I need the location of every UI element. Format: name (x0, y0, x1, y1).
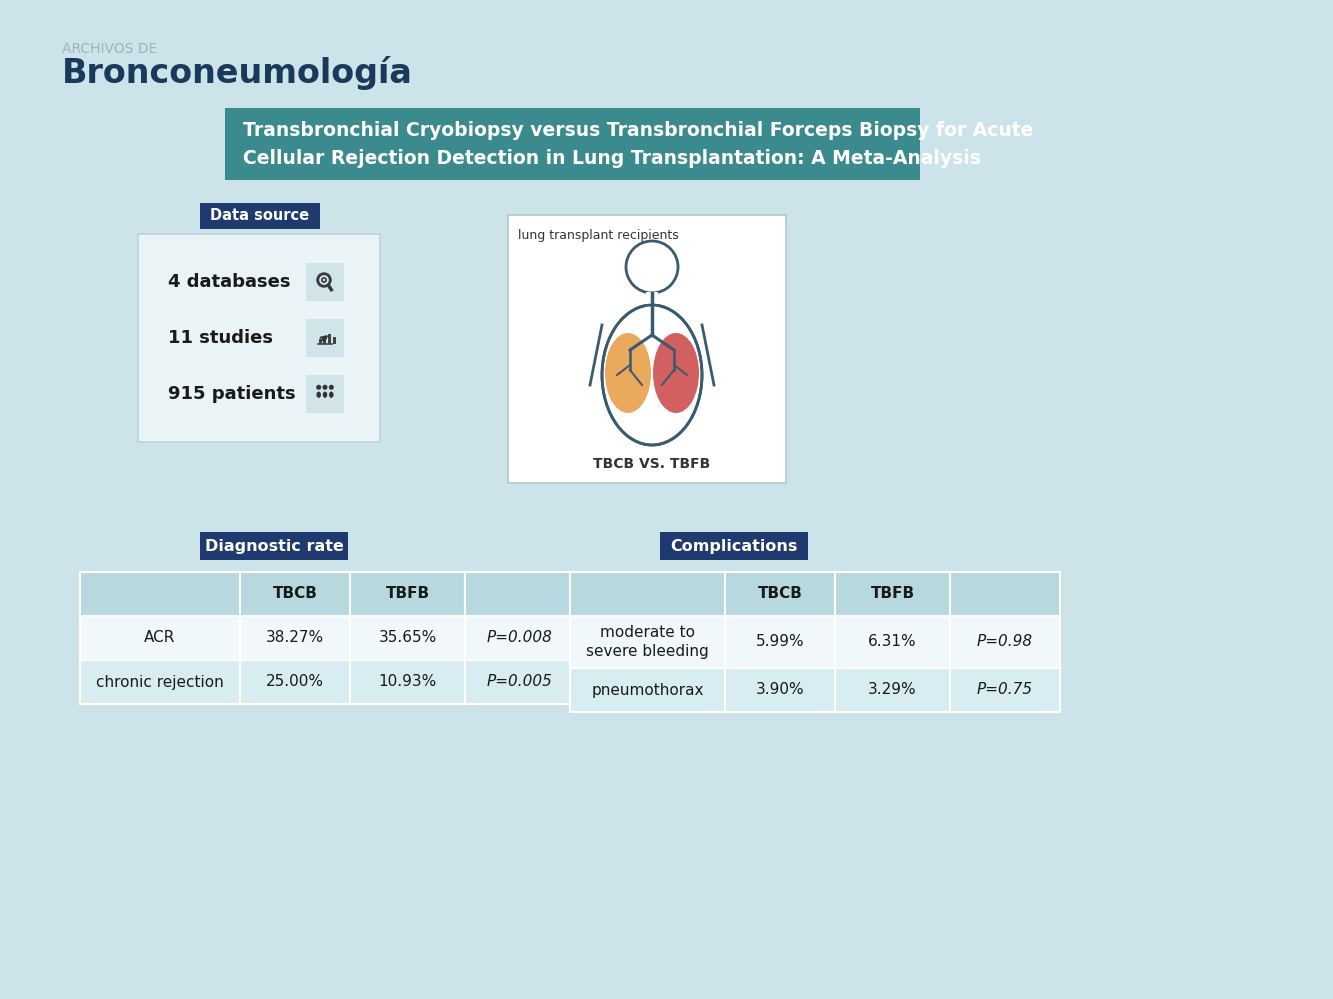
Text: 10.93%: 10.93% (379, 674, 437, 689)
Text: Complications: Complications (670, 538, 797, 553)
FancyBboxPatch shape (351, 660, 465, 704)
FancyBboxPatch shape (307, 263, 344, 301)
Text: Data source: Data source (211, 209, 309, 224)
Text: Bronconeumología: Bronconeumología (63, 56, 413, 90)
Text: 3.90%: 3.90% (756, 682, 804, 697)
Text: 38.27%: 38.27% (267, 630, 324, 645)
FancyBboxPatch shape (950, 572, 1060, 616)
Circle shape (627, 241, 678, 293)
FancyBboxPatch shape (80, 616, 240, 660)
Text: 4 databases: 4 databases (168, 273, 291, 291)
Text: P=0.008: P=0.008 (487, 630, 553, 645)
FancyBboxPatch shape (240, 572, 351, 616)
Text: lung transplant recipients: lung transplant recipients (519, 229, 678, 242)
FancyBboxPatch shape (465, 572, 575, 616)
FancyBboxPatch shape (200, 203, 320, 229)
FancyBboxPatch shape (834, 572, 950, 616)
FancyBboxPatch shape (240, 660, 351, 704)
Text: TBFB: TBFB (870, 586, 914, 601)
FancyBboxPatch shape (508, 215, 786, 483)
Text: P=0.75: P=0.75 (977, 682, 1033, 697)
Ellipse shape (316, 392, 321, 398)
Text: pneumothorax: pneumothorax (592, 682, 704, 697)
Text: TBFB: TBFB (385, 586, 429, 601)
FancyBboxPatch shape (834, 668, 950, 712)
FancyBboxPatch shape (240, 616, 351, 660)
FancyBboxPatch shape (465, 660, 575, 704)
Ellipse shape (323, 392, 327, 398)
FancyBboxPatch shape (200, 532, 348, 560)
FancyBboxPatch shape (80, 572, 240, 616)
Text: 11 studies: 11 studies (168, 329, 273, 347)
FancyBboxPatch shape (80, 660, 240, 704)
FancyBboxPatch shape (725, 616, 834, 668)
FancyBboxPatch shape (307, 319, 344, 357)
Ellipse shape (329, 392, 333, 398)
FancyBboxPatch shape (225, 108, 920, 180)
FancyBboxPatch shape (571, 572, 725, 616)
Text: 3.29%: 3.29% (868, 682, 917, 697)
FancyBboxPatch shape (465, 616, 575, 660)
FancyBboxPatch shape (725, 668, 834, 712)
Text: TBCB: TBCB (757, 586, 802, 601)
FancyBboxPatch shape (950, 668, 1060, 712)
Text: P=0.98: P=0.98 (977, 634, 1033, 649)
Bar (332, 337, 336, 345)
Text: 915 patients: 915 patients (168, 385, 296, 403)
FancyBboxPatch shape (834, 616, 950, 668)
Text: P=0.005: P=0.005 (487, 674, 553, 689)
FancyBboxPatch shape (571, 616, 725, 668)
Ellipse shape (653, 333, 698, 413)
FancyBboxPatch shape (351, 616, 465, 660)
FancyBboxPatch shape (660, 532, 808, 560)
Text: Diagnostic rate: Diagnostic rate (204, 538, 344, 553)
Text: ARCHIVOS DE: ARCHIVOS DE (63, 42, 157, 56)
FancyBboxPatch shape (139, 234, 380, 442)
Ellipse shape (603, 305, 702, 445)
Text: ACR: ACR (144, 630, 176, 645)
FancyBboxPatch shape (725, 572, 834, 616)
Bar (319, 340, 323, 345)
Text: 35.65%: 35.65% (379, 630, 437, 645)
Ellipse shape (605, 333, 651, 413)
FancyBboxPatch shape (950, 616, 1060, 668)
FancyBboxPatch shape (571, 668, 725, 712)
Text: chronic rejection: chronic rejection (96, 674, 224, 689)
Bar (324, 337, 327, 345)
Text: 5.99%: 5.99% (756, 634, 804, 649)
Circle shape (329, 385, 333, 390)
Text: 25.00%: 25.00% (267, 674, 324, 689)
Bar (328, 334, 331, 345)
Text: 6.31%: 6.31% (868, 634, 917, 649)
Text: Transbronchial Cryobiopsy versus Transbronchial Forceps Biopsy for Acute
Cellula: Transbronchial Cryobiopsy versus Transbr… (243, 121, 1033, 168)
Text: TBCB: TBCB (272, 586, 317, 601)
Circle shape (323, 385, 328, 390)
Circle shape (316, 385, 321, 390)
Bar (647, 292, 659, 310)
FancyBboxPatch shape (351, 572, 465, 616)
Text: moderate to
severe bleeding: moderate to severe bleeding (587, 624, 709, 659)
FancyBboxPatch shape (307, 375, 344, 413)
Text: TBCB VS. TBFB: TBCB VS. TBFB (593, 457, 710, 471)
